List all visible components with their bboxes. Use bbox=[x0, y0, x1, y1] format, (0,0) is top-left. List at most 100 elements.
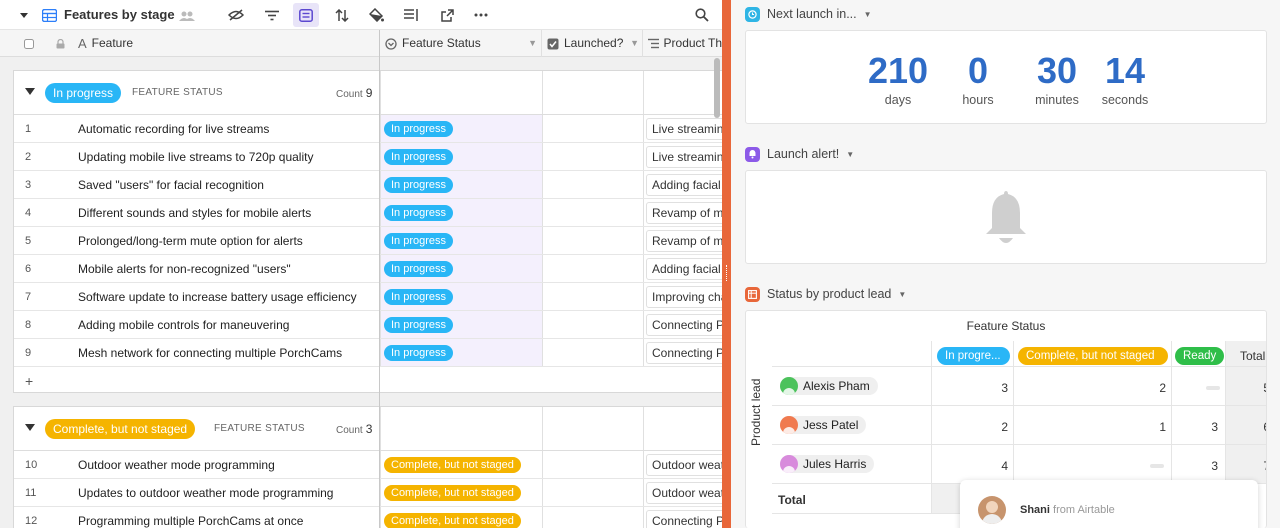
product-cell[interactable] bbox=[646, 510, 722, 528]
feature-cell[interactable]: Mobile alerts for non-recognized "users" bbox=[78, 262, 291, 276]
view-title[interactable]: Features by stage bbox=[64, 7, 175, 22]
share-view-icon[interactable] bbox=[437, 0, 457, 30]
column-header-status[interactable]: Feature Status ▼ bbox=[385, 30, 537, 57]
frozen-column-divider[interactable] bbox=[379, 30, 380, 528]
collapse-group-caret-icon[interactable] bbox=[25, 424, 35, 431]
hide-fields-icon[interactable] bbox=[226, 0, 246, 30]
view-switcher-chevron-icon[interactable] bbox=[16, 0, 32, 30]
block-menu-chevron-icon[interactable]: ▼ bbox=[863, 9, 872, 19]
status-pill[interactable]: In progress bbox=[384, 345, 454, 361]
filter-icon[interactable] bbox=[262, 0, 282, 30]
support-chat-widget[interactable]: Shani from Airtable bbox=[960, 480, 1258, 528]
status-pill[interactable]: In progress bbox=[384, 149, 454, 165]
row-height-icon[interactable] bbox=[401, 0, 421, 30]
table-row[interactable]: 2 Updating mobile live streams to 720p q… bbox=[14, 143, 722, 171]
single-select-icon bbox=[385, 37, 397, 50]
product-cell[interactable] bbox=[646, 174, 722, 196]
feature-cell[interactable]: Updating mobile live streams to 720p qua… bbox=[78, 150, 314, 164]
text-field-icon: A bbox=[78, 36, 87, 51]
pivot-column-title: Feature Status bbox=[966, 319, 1046, 333]
bell-icon bbox=[986, 191, 1026, 243]
product-cell[interactable] bbox=[646, 146, 722, 168]
product-cell[interactable] bbox=[646, 482, 722, 504]
pivot-row-total: 6 bbox=[1246, 420, 1266, 434]
table-row[interactable]: 10 Outdoor weather mode programming Comp… bbox=[14, 451, 722, 479]
feature-cell[interactable]: Mesh network for connecting multiple Por… bbox=[78, 346, 343, 360]
column-menu-chevron-icon[interactable]: ▼ bbox=[630, 38, 639, 48]
feature-cell[interactable]: Outdoor weather mode programming bbox=[78, 458, 275, 472]
status-pill[interactable]: In progress bbox=[384, 289, 454, 305]
collaborators-icon[interactable] bbox=[178, 0, 196, 30]
search-icon[interactable] bbox=[692, 0, 712, 30]
product-cell[interactable] bbox=[646, 118, 722, 140]
group-header[interactable]: In progress FEATURE STATUS Count 9 bbox=[14, 71, 722, 115]
feature-cell[interactable]: Updates to outdoor weather mode programm… bbox=[78, 486, 334, 500]
feature-cell[interactable]: Prolonged/long-term mute option for aler… bbox=[78, 234, 303, 248]
feature-cell[interactable]: Software update to increase battery usag… bbox=[78, 290, 357, 304]
table-row[interactable]: 7 Software update to increase battery us… bbox=[14, 283, 722, 311]
column-header-launched[interactable]: Launched? ▼ bbox=[547, 30, 639, 57]
pivot-block-title[interactable]: Status by product lead ▼ bbox=[745, 285, 906, 303]
countdown-card: 210 days 0 hours 30 minutes 14 seconds bbox=[745, 30, 1267, 124]
table-row[interactable]: 4 Different sounds and styles for mobile… bbox=[14, 199, 722, 227]
add-record-row[interactable]: + bbox=[14, 367, 722, 395]
status-pill[interactable]: Complete, but not staged bbox=[384, 513, 521, 528]
group-count: Count 9 bbox=[336, 86, 373, 100]
column-menu-chevron-icon[interactable]: ▼ bbox=[528, 38, 537, 48]
status-pill[interactable]: In progress bbox=[384, 205, 454, 221]
table-row[interactable]: 1 Automatic recording for live streams I… bbox=[14, 115, 722, 143]
table-row[interactable]: 12 Programming multiple PorchCams at onc… bbox=[14, 507, 722, 528]
group-icon[interactable] bbox=[293, 3, 319, 27]
product-cell[interactable] bbox=[646, 342, 722, 364]
more-options-icon[interactable] bbox=[471, 0, 491, 30]
feature-cell[interactable]: Different sounds and styles for mobile a… bbox=[78, 206, 312, 220]
product-cell[interactable] bbox=[646, 286, 722, 308]
product-cell-text: Outdoor weat bbox=[652, 458, 722, 472]
pane-resize-handle[interactable] bbox=[722, 0, 731, 528]
feature-cell[interactable]: Programming multiple PorchCams at once bbox=[78, 514, 304, 528]
status-pill[interactable]: In progress bbox=[384, 261, 454, 277]
product-cell[interactable] bbox=[646, 454, 722, 476]
product-cell[interactable] bbox=[646, 230, 722, 252]
group-header[interactable]: Complete, but not staged FEATURE STATUS … bbox=[14, 407, 722, 451]
product-cell[interactable] bbox=[646, 258, 722, 280]
grid-view: Features by stage bbox=[0, 0, 722, 528]
block-menu-chevron-icon[interactable]: ▼ bbox=[898, 289, 907, 299]
row-number: 3 bbox=[25, 179, 32, 191]
feature-cell[interactable]: Automatic recording for live streams bbox=[78, 122, 270, 136]
table-row[interactable]: 8 Adding mobile controls for maneuvering… bbox=[14, 311, 722, 339]
status-pill[interactable]: In progress bbox=[384, 121, 454, 137]
status-pill[interactable]: Complete, but not staged bbox=[384, 485, 521, 501]
vertical-scrollbar[interactable] bbox=[714, 58, 720, 118]
pivot-value: 2 bbox=[1001, 420, 1008, 434]
color-icon[interactable] bbox=[366, 0, 386, 30]
product-cell[interactable] bbox=[646, 314, 722, 336]
status-pill[interactable]: In progress bbox=[384, 177, 454, 193]
table-row[interactable]: 11 Updates to outdoor weather mode progr… bbox=[14, 479, 722, 507]
feature-cell[interactable]: Adding mobile controls for maneuvering bbox=[78, 318, 290, 332]
feature-cell[interactable]: Saved "users" for facial recognition bbox=[78, 178, 264, 192]
block-menu-chevron-icon[interactable]: ▼ bbox=[846, 149, 855, 159]
table-row[interactable]: 5 Prolonged/long-term mute option for al… bbox=[14, 227, 722, 255]
product-cell-text: Connecting Po bbox=[652, 346, 722, 360]
add-record-button[interactable]: + bbox=[25, 373, 34, 389]
pivot-header-in-progress: In progre... bbox=[937, 347, 1010, 365]
status-pill[interactable]: In progress bbox=[384, 233, 454, 249]
checkbox-field-icon bbox=[547, 38, 559, 49]
table-row[interactable]: 3 Saved "users" for facial recognition I… bbox=[14, 171, 722, 199]
sort-icon[interactable] bbox=[332, 0, 352, 30]
empty-value-marker bbox=[1150, 464, 1164, 468]
select-all-checkbox[interactable] bbox=[24, 30, 38, 57]
group-field-label: FEATURE STATUS bbox=[214, 423, 305, 434]
status-pill[interactable]: In progress bbox=[384, 317, 454, 333]
countdown-block-title[interactable]: Next launch in... ▼ bbox=[745, 5, 872, 23]
column-header-product[interactable]: Product Th bbox=[648, 30, 722, 57]
resize-grip-icon[interactable] bbox=[726, 265, 728, 281]
column-header-feature[interactable]: A Feature bbox=[78, 30, 358, 57]
table-row[interactable]: 6 Mobile alerts for non-recognized "user… bbox=[14, 255, 722, 283]
product-cell[interactable] bbox=[646, 202, 722, 224]
alert-block-title[interactable]: Launch alert! ▼ bbox=[745, 145, 854, 163]
collapse-group-caret-icon[interactable] bbox=[25, 88, 35, 95]
table-row[interactable]: 9 Mesh network for connecting multiple P… bbox=[14, 339, 722, 367]
status-pill[interactable]: Complete, but not staged bbox=[384, 457, 521, 473]
